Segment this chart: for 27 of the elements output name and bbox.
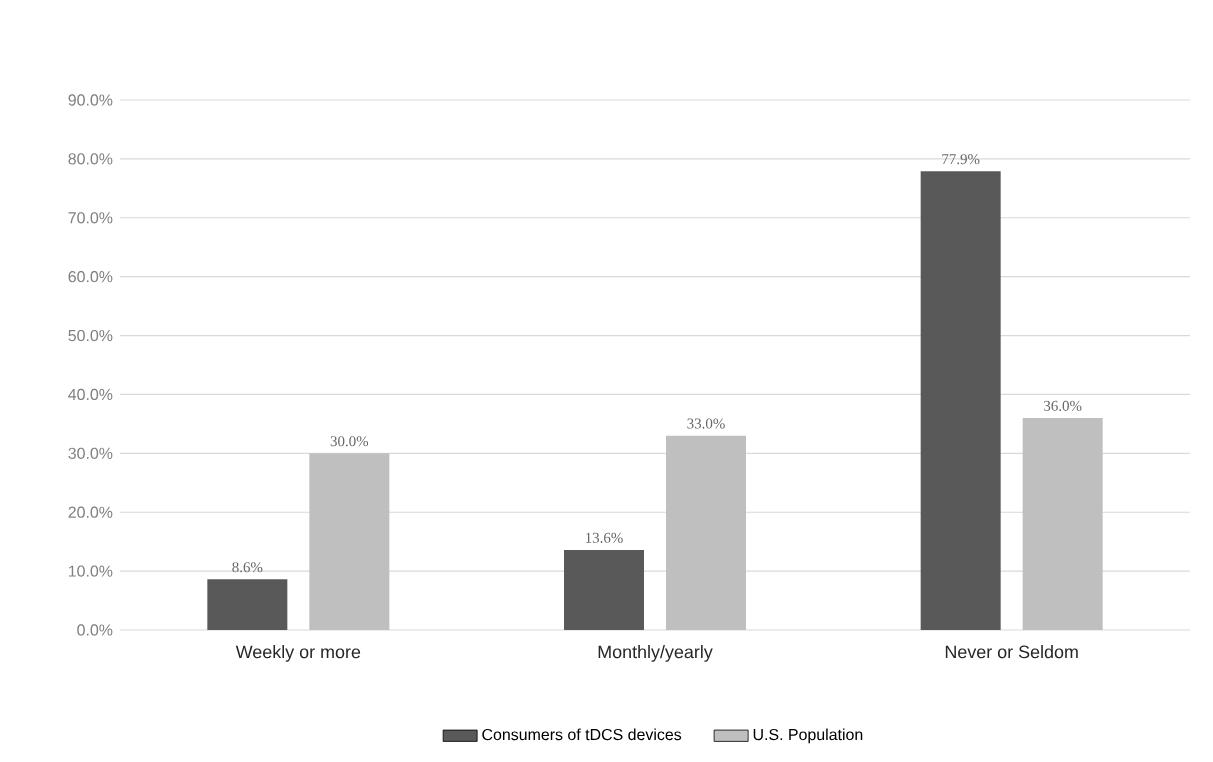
x-tick-label: Monthly/yearly — [598, 645, 713, 662]
bar — [1022, 418, 1103, 630]
y-tick-label: 20.0% — [68, 506, 113, 518]
data-label: 8.6% — [232, 562, 263, 573]
y-tick-label: 0.0% — [77, 624, 113, 636]
legend-label: Consumers of tDCS devices — [482, 728, 682, 741]
bar — [666, 435, 746, 630]
bar — [309, 453, 390, 630]
data-label: 33.0% — [687, 418, 725, 429]
data-label: 30.0% — [330, 436, 369, 447]
y-tick-label: 50.0% — [68, 329, 113, 342]
y-tick-label: 60.0% — [68, 271, 113, 283]
y-tick-label: 80.0% — [68, 153, 113, 165]
y-tick-label: 10.0% — [68, 565, 113, 577]
x-tick-label: Weekly or more — [235, 645, 361, 662]
data-label: 13.6% — [586, 532, 623, 543]
y-tick-label: 30.0% — [68, 447, 113, 459]
bar — [564, 549, 644, 630]
y-tick-label: 40.0% — [68, 388, 113, 401]
y-tick-label: 90.0% — [68, 94, 113, 106]
bar — [207, 579, 288, 630]
bar — [920, 171, 1001, 630]
legend-label: U.S. Population — [753, 728, 863, 744]
x-tick-label: Never or Seldom — [945, 645, 1078, 659]
y-tick-label: 70.0% — [68, 212, 113, 224]
data-label: 77.9% — [942, 154, 980, 165]
data-label: 36.0% — [1044, 400, 1082, 411]
